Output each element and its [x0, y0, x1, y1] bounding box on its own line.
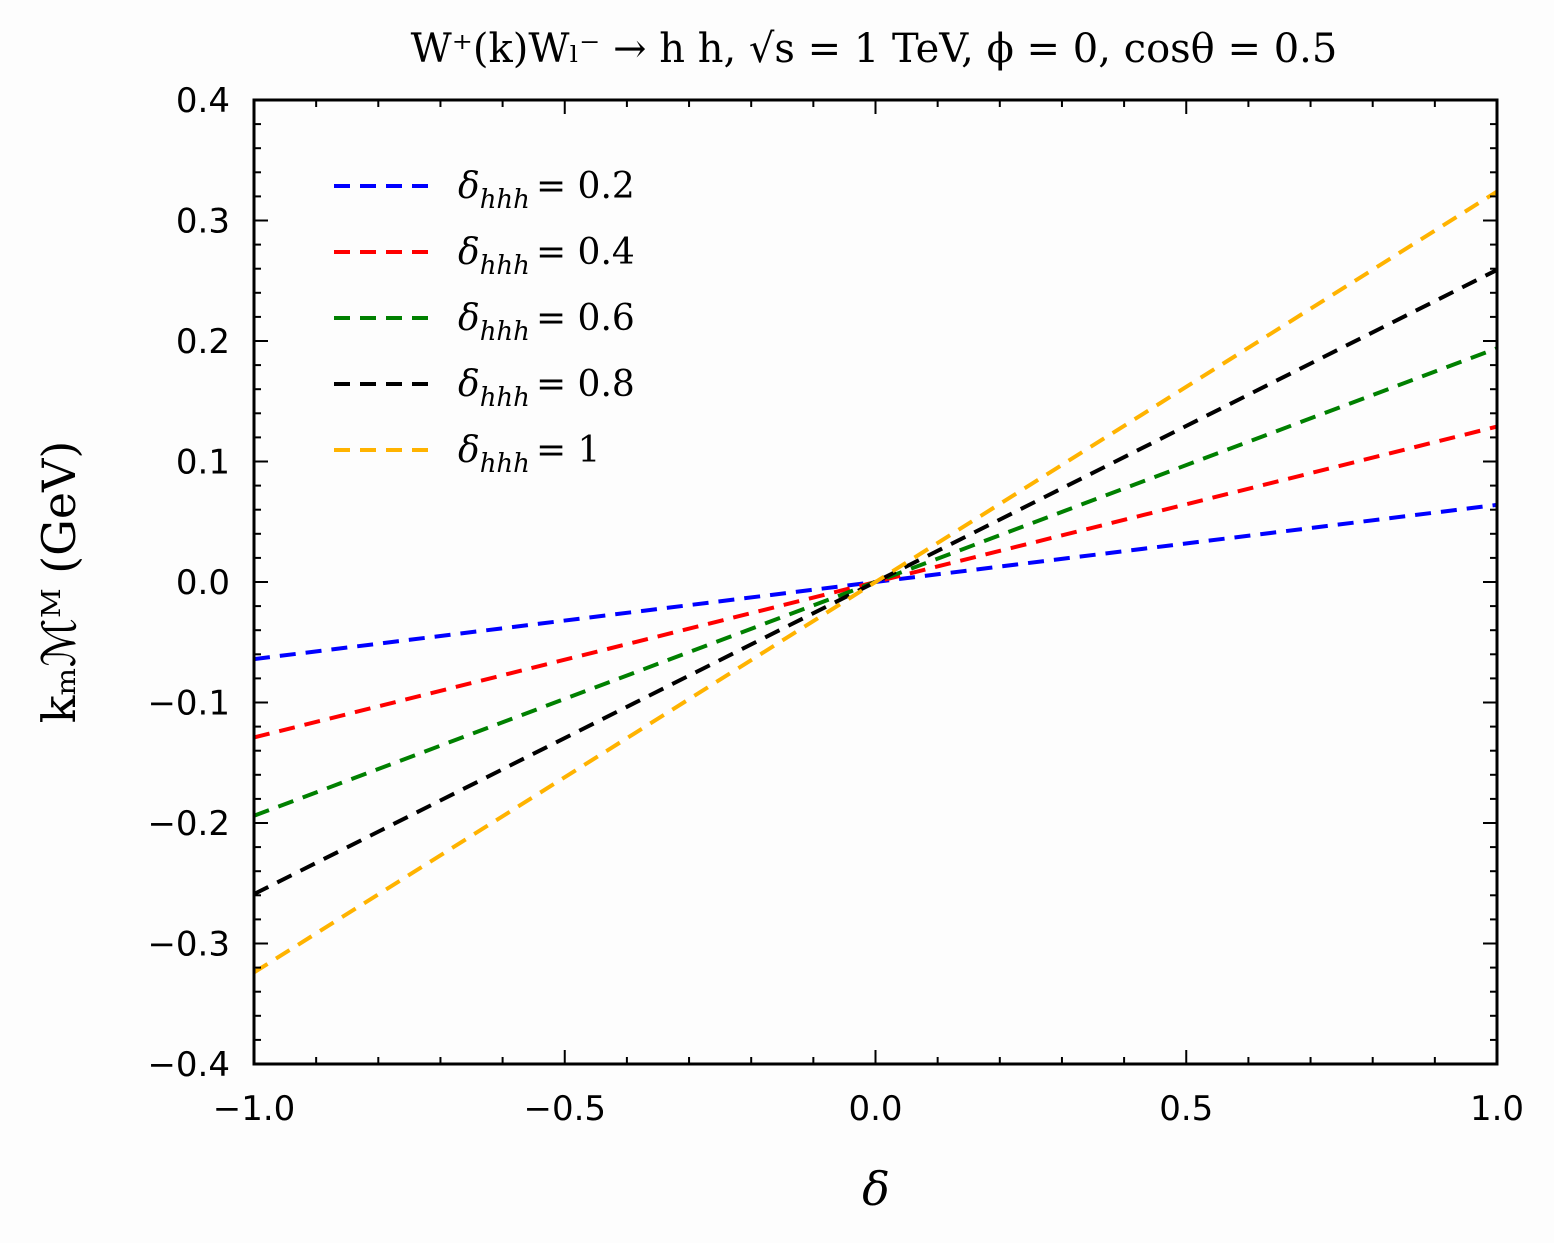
- y-tick-label: −0.1: [147, 684, 230, 724]
- y-tick-label: 0.4: [176, 81, 230, 121]
- legend: δhhh = 0.2 δhhh = 0.4 δhhh = 0.6 δhhh = 0.8 δhhh…: [334, 166, 635, 479]
- x-tick-label: 0.5: [1159, 1089, 1213, 1129]
- x-tick-label: −0.5: [523, 1089, 606, 1129]
- legend-label-5: δhhh = 1: [458, 430, 600, 479]
- y-tick-label: 0.2: [176, 322, 230, 362]
- x-tick-label: 0.0: [848, 1089, 902, 1129]
- y-tick-label: 0.3: [176, 202, 230, 242]
- plot-frame: [252, 98, 1499, 1066]
- y-tick-label: 0.0: [176, 563, 230, 603]
- legend-label-2: δhhh = 0.4: [458, 232, 635, 281]
- tick-labels: −1.0 −0.5 0.0 0.5 1.0 −0.4 −0.3 −0.2 −0.1 0.0 0.1 0…: [147, 81, 1524, 1129]
- x-tick-label: 1.0: [1470, 1089, 1524, 1129]
- series-line-4: [253, 268, 1498, 896]
- series-line-2: [253, 424, 1498, 740]
- y-tick-label: −0.3: [147, 925, 230, 965]
- chart-title: W⁺(k)Wₗ⁻ → h h, √s = 1 TeV, ϕ = 0, cosθ …: [411, 26, 1338, 72]
- series-line-5: [252, 189, 1499, 975]
- legend-label-1: δhhh = 0.2: [458, 166, 635, 215]
- y-axis-label: kₘℳᴹ (GeV): [32, 441, 86, 724]
- y-tick-label: −0.2: [147, 804, 230, 844]
- y-tick-label: −0.4: [147, 1045, 230, 1085]
- legend-label-4: δhhh = 0.8: [458, 364, 635, 413]
- legend-label-3: δhhh = 0.6: [458, 298, 635, 347]
- x-tick-label: −1.0: [213, 1089, 296, 1129]
- x-axis-label: δ: [862, 1162, 890, 1216]
- series-lines: [252, 189, 1499, 975]
- y-tick-label: 0.1: [176, 443, 230, 483]
